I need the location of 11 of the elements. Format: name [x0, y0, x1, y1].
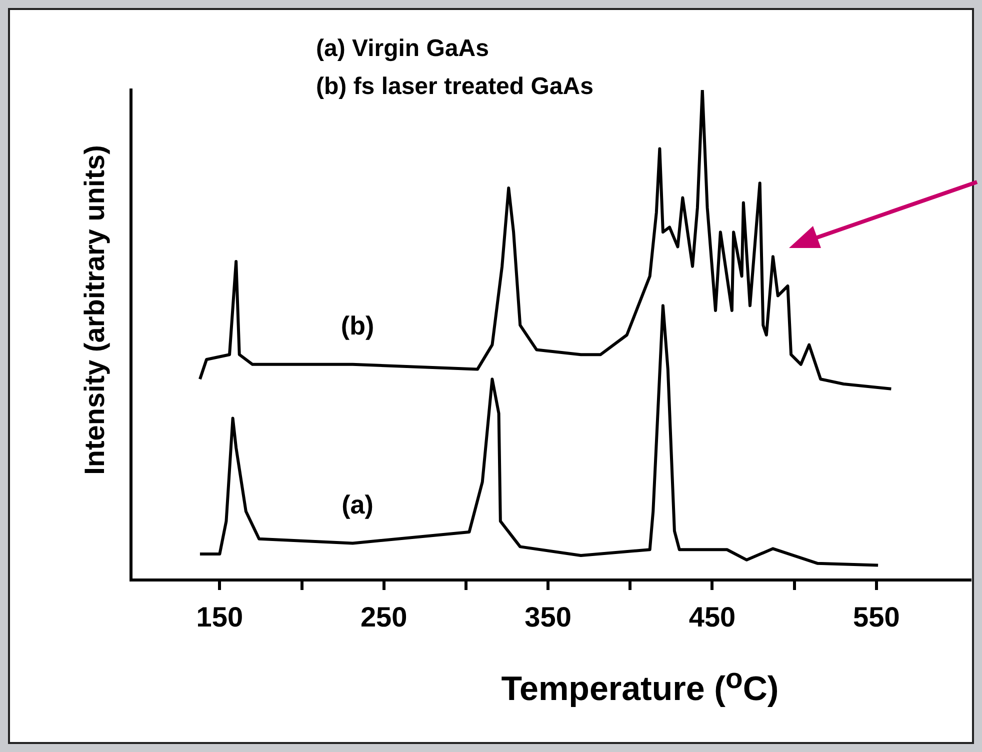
x-tick-label: 250: [360, 602, 408, 633]
annotation: (b) fs laser treated GaAs: [316, 73, 594, 100]
text: (a) Virgin GaAs: [316, 35, 489, 62]
series-label: (b): [340, 310, 374, 340]
x-tick-label: 450: [688, 602, 736, 633]
x-tick-label: 550: [853, 602, 900, 633]
x-axis-title: Temperature ($^{o}$C): [501, 662, 779, 710]
y-axis-title: Intensity (arbitrary units): [79, 145, 111, 475]
series-label: (a): [342, 489, 374, 520]
x-tick-label: 350: [524, 602, 572, 633]
x-tick-label: 150: [196, 602, 244, 633]
